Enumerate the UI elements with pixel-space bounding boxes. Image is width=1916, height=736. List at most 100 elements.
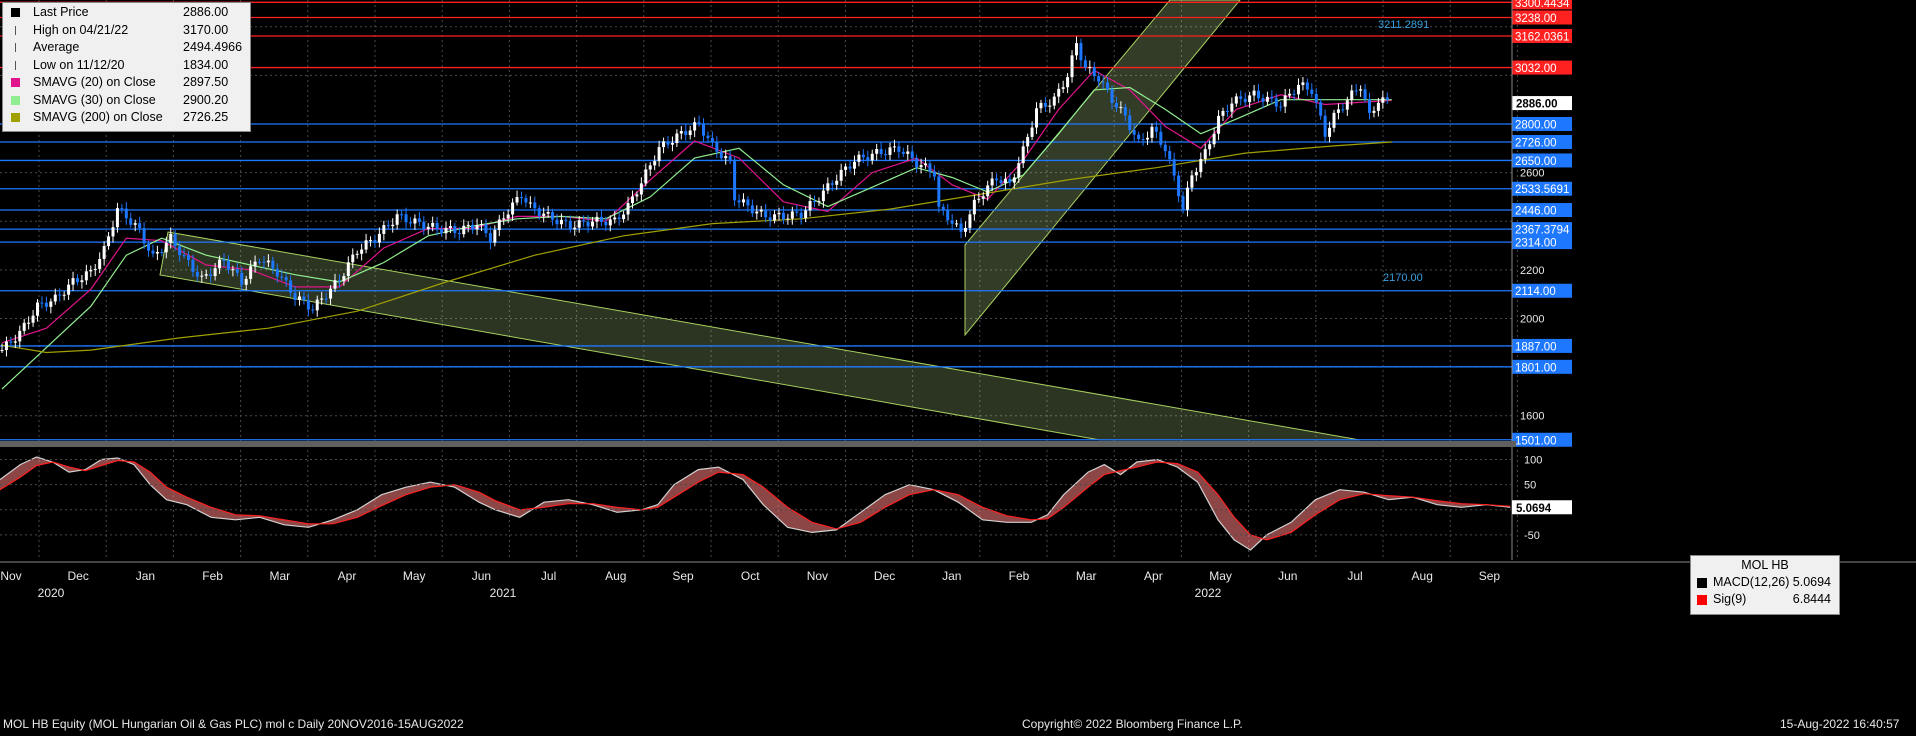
- price-body: [1257, 90, 1261, 99]
- price-legend: Last Price 2886.00 High on 04/21/22 3170.00…: [2, 2, 251, 132]
- macd-legend: MOL HB MACD(12,26) 5.0694 Sig(9) 6.8444: [1690, 555, 1840, 615]
- month-label: Jul: [1347, 569, 1362, 583]
- price-body: [271, 260, 275, 269]
- price-body: [275, 268, 279, 277]
- price-body: [138, 223, 142, 229]
- price-body: [1301, 82, 1305, 85]
- level-label: 1501.00: [1515, 435, 1557, 447]
- price-body: [480, 224, 484, 226]
- inline-level-label: 2170.00: [1383, 272, 1423, 284]
- month-label: Feb: [1009, 569, 1030, 583]
- legend-swatch: [11, 113, 20, 122]
- price-bars: 2886.00: [0, 36, 1572, 357]
- price-body: [1030, 127, 1034, 137]
- price-body: [1252, 90, 1256, 96]
- price-body: [240, 272, 244, 285]
- price-body: [311, 309, 315, 311]
- price-body: [617, 217, 621, 220]
- price-body: [1328, 127, 1332, 137]
- price-body: [386, 225, 390, 227]
- price-body: [972, 199, 976, 215]
- price-body: [884, 154, 888, 156]
- price-body: [808, 201, 812, 211]
- price-body: [1181, 196, 1185, 210]
- price-body: [648, 165, 652, 170]
- price-body: [813, 201, 817, 203]
- price-body: [537, 208, 541, 216]
- price-body: [1243, 98, 1247, 103]
- price-body: [129, 218, 133, 225]
- month-label: Sep: [1479, 569, 1501, 583]
- price-body: [830, 183, 834, 185]
- horizontal-levels: 3300.4434 3238.00 3162.0361 3032.00 2800.00 2…: [0, 0, 1572, 447]
- price-body: [1159, 131, 1163, 145]
- price-body: [1177, 175, 1181, 197]
- price-body: [906, 151, 910, 154]
- price-body: [1248, 95, 1252, 103]
- price-body: [551, 212, 555, 220]
- price-body: [1106, 82, 1110, 90]
- month-label: Oct: [741, 569, 760, 583]
- price-body: [124, 208, 128, 219]
- price-body: [1368, 99, 1372, 113]
- price-body: [475, 224, 479, 230]
- level-label: 2314.00: [1515, 238, 1557, 250]
- month-label: Aug: [1412, 569, 1433, 583]
- price-body: [391, 224, 395, 227]
- legend-row: SMAVG (20) on Close 2897.50: [3, 75, 248, 91]
- price-body: [542, 213, 546, 216]
- price-body: [1141, 139, 1145, 141]
- price-body: [639, 183, 643, 195]
- price-body: [515, 197, 519, 203]
- level-tag: [1512, 60, 1572, 75]
- price-body: [702, 123, 706, 136]
- price-body: [924, 163, 928, 166]
- price-body: [1185, 187, 1189, 210]
- price-body: [297, 296, 301, 300]
- price-body: [1061, 87, 1065, 89]
- price-body: [151, 250, 155, 254]
- price-body: [528, 202, 532, 204]
- level-tag: [1512, 28, 1572, 43]
- price-body: [213, 268, 217, 277]
- level-tag: [1512, 0, 1572, 10]
- footer-security: MOL HB Equity (MOL Hungarian Oil & Gas P…: [3, 717, 464, 731]
- month-label: May: [1209, 569, 1232, 583]
- price-body: [608, 219, 612, 226]
- price-body: [142, 228, 146, 244]
- price-body: [524, 198, 528, 203]
- macd-value: 5.0694: [1792, 575, 1831, 589]
- price-body: [897, 146, 901, 152]
- price-body: [462, 225, 466, 235]
- price-body: [1123, 107, 1127, 116]
- price-body: [1332, 112, 1336, 128]
- price-body: [1381, 97, 1385, 103]
- price-body: [182, 255, 186, 257]
- price-body: [546, 212, 550, 214]
- price-body: [1154, 126, 1158, 132]
- price-body: [990, 178, 994, 186]
- macd-legend-row: MACD(12,26) 5.0694: [1697, 575, 1837, 591]
- price-body: [768, 217, 772, 221]
- price-body: [1359, 89, 1363, 91]
- month-label: Aug: [605, 569, 626, 583]
- price-body: [80, 280, 84, 283]
- price-body: [324, 298, 328, 300]
- month-label: Nov: [0, 569, 21, 583]
- price-body: [759, 209, 763, 212]
- price-body: [444, 227, 448, 234]
- price-body: [724, 156, 728, 159]
- price-body: [133, 223, 137, 225]
- level-label: 3300.4434: [1515, 0, 1570, 10]
- month-label: Jun: [472, 569, 491, 583]
- month-label: Apr: [1144, 569, 1163, 583]
- price-body: [426, 226, 430, 230]
- legend-value: 2494.4966: [183, 40, 243, 54]
- signal-line: [0, 459, 1511, 541]
- signal-label: Sig(9): [1713, 592, 1747, 606]
- price-body: [1288, 93, 1292, 96]
- price-body: [93, 268, 97, 270]
- price-body: [839, 169, 843, 181]
- price-body: [369, 240, 373, 242]
- price-body: [604, 221, 608, 226]
